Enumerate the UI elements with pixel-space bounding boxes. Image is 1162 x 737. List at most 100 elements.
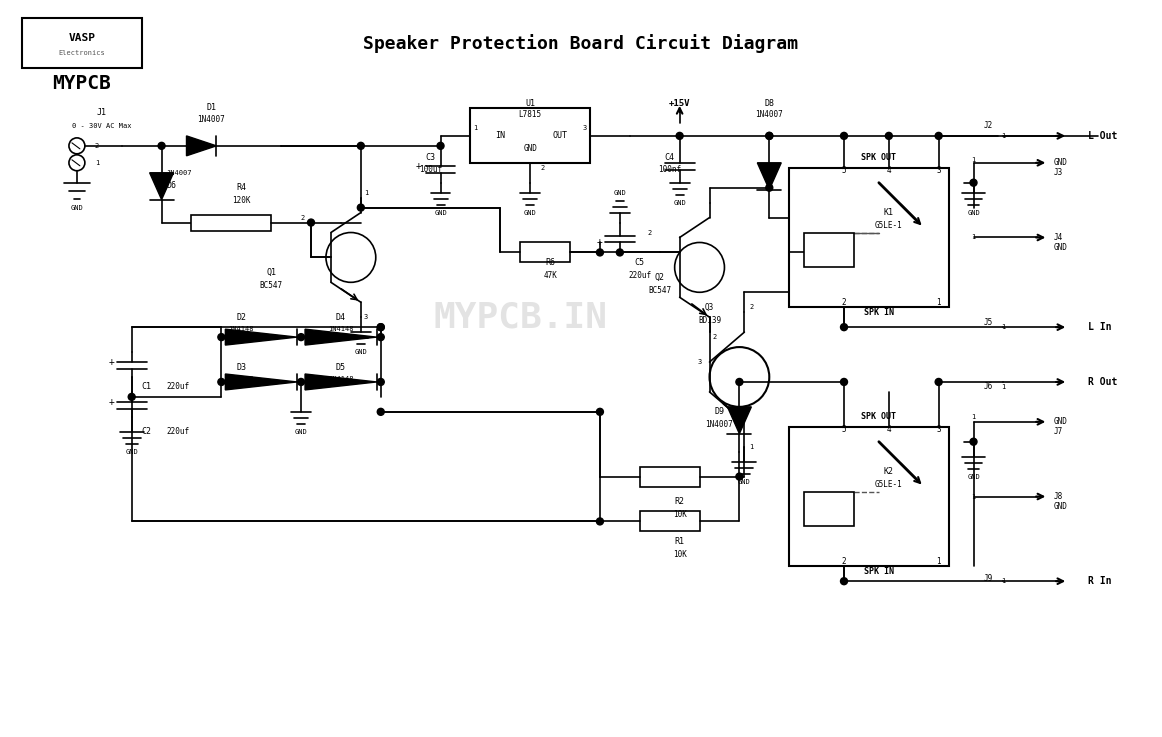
Text: 1: 1 bbox=[971, 157, 976, 163]
Polygon shape bbox=[225, 329, 297, 345]
Text: +: + bbox=[109, 397, 115, 407]
Text: 1: 1 bbox=[1002, 579, 1005, 584]
Circle shape bbox=[378, 379, 385, 385]
Text: 2: 2 bbox=[841, 556, 846, 566]
Text: K2: K2 bbox=[884, 467, 894, 476]
Text: GND: GND bbox=[1053, 417, 1067, 426]
Text: GND: GND bbox=[1053, 502, 1067, 511]
Text: 1: 1 bbox=[1002, 324, 1005, 330]
Circle shape bbox=[217, 379, 225, 385]
Text: 1: 1 bbox=[971, 494, 976, 500]
Text: D9: D9 bbox=[715, 408, 724, 416]
Text: D5: D5 bbox=[336, 363, 346, 371]
Circle shape bbox=[378, 334, 385, 340]
Text: IN: IN bbox=[495, 131, 505, 140]
Text: 5: 5 bbox=[841, 425, 846, 434]
Polygon shape bbox=[727, 407, 752, 434]
Text: 2: 2 bbox=[841, 298, 846, 307]
Text: BD139: BD139 bbox=[698, 315, 722, 325]
Text: BC547: BC547 bbox=[259, 281, 282, 290]
Circle shape bbox=[766, 133, 773, 139]
Circle shape bbox=[840, 324, 847, 331]
Text: SPK OUT: SPK OUT bbox=[861, 412, 896, 422]
Text: L In: L In bbox=[1088, 322, 1112, 332]
Text: GND: GND bbox=[1053, 243, 1067, 252]
Circle shape bbox=[217, 334, 225, 340]
Text: J5: J5 bbox=[984, 318, 994, 326]
Text: D3: D3 bbox=[236, 363, 246, 371]
Text: 2: 2 bbox=[95, 143, 99, 149]
Bar bbox=[640, 467, 700, 486]
Text: 220uf: 220uf bbox=[166, 383, 189, 391]
Polygon shape bbox=[306, 329, 376, 345]
Text: 3: 3 bbox=[583, 125, 587, 131]
Text: G5LE-1: G5LE-1 bbox=[875, 480, 903, 489]
Text: GND: GND bbox=[354, 349, 367, 355]
Circle shape bbox=[970, 439, 977, 445]
Text: 220uf: 220uf bbox=[629, 271, 652, 280]
Text: K1: K1 bbox=[884, 208, 894, 217]
Text: J3: J3 bbox=[1053, 168, 1062, 177]
Polygon shape bbox=[225, 374, 297, 390]
Text: SPK OUT: SPK OUT bbox=[861, 153, 896, 162]
Text: 47K: 47K bbox=[543, 271, 557, 280]
Text: GND: GND bbox=[435, 209, 447, 216]
Text: 2: 2 bbox=[647, 229, 652, 236]
Text: J6: J6 bbox=[984, 383, 994, 391]
Circle shape bbox=[358, 142, 365, 150]
Text: C5: C5 bbox=[634, 258, 645, 267]
Bar bbox=[789, 168, 948, 307]
Text: 4: 4 bbox=[887, 167, 891, 175]
Text: 1N4007: 1N4007 bbox=[755, 111, 783, 119]
Text: D1: D1 bbox=[207, 103, 216, 113]
Circle shape bbox=[378, 324, 385, 331]
Bar bbox=[192, 214, 271, 231]
Text: VASP: VASP bbox=[69, 33, 95, 43]
Text: GND: GND bbox=[295, 429, 308, 435]
Text: Q2: Q2 bbox=[654, 273, 665, 282]
Text: GND: GND bbox=[524, 209, 537, 216]
Text: 220uf: 220uf bbox=[166, 427, 189, 436]
Text: Q3: Q3 bbox=[705, 303, 715, 312]
Circle shape bbox=[128, 394, 135, 400]
Text: 3: 3 bbox=[937, 425, 941, 434]
Text: G5LE-1: G5LE-1 bbox=[875, 221, 903, 230]
Text: Speaker Protection Board Circuit Diagram: Speaker Protection Board Circuit Diagram bbox=[363, 34, 797, 53]
Circle shape bbox=[297, 379, 304, 385]
Text: 1N4007: 1N4007 bbox=[166, 170, 192, 175]
Circle shape bbox=[935, 133, 942, 139]
Text: Q1: Q1 bbox=[266, 268, 277, 277]
Text: 1N4007: 1N4007 bbox=[705, 420, 733, 429]
Text: 1: 1 bbox=[1002, 384, 1005, 390]
Text: R6: R6 bbox=[545, 258, 555, 267]
Text: D6: D6 bbox=[166, 181, 177, 190]
Text: R4: R4 bbox=[236, 184, 246, 192]
Polygon shape bbox=[758, 163, 781, 189]
Circle shape bbox=[766, 184, 773, 191]
Text: 10K: 10K bbox=[673, 550, 687, 559]
Text: GND: GND bbox=[967, 474, 980, 480]
Text: 1: 1 bbox=[364, 189, 368, 195]
Circle shape bbox=[297, 334, 304, 340]
Text: R2: R2 bbox=[675, 497, 684, 506]
Bar bbox=[640, 511, 700, 531]
Circle shape bbox=[358, 204, 365, 211]
Text: GND: GND bbox=[523, 144, 537, 153]
Polygon shape bbox=[186, 136, 216, 156]
Text: 1: 1 bbox=[971, 234, 976, 240]
Circle shape bbox=[437, 142, 444, 150]
Text: L7815: L7815 bbox=[518, 111, 541, 119]
Text: 1: 1 bbox=[971, 413, 976, 420]
Text: Electronics: Electronics bbox=[58, 50, 106, 56]
Text: 1N4007: 1N4007 bbox=[198, 116, 225, 125]
Circle shape bbox=[308, 219, 315, 226]
Circle shape bbox=[840, 379, 847, 385]
Text: GND: GND bbox=[125, 449, 138, 455]
Circle shape bbox=[766, 133, 773, 139]
Text: R In: R In bbox=[1088, 576, 1112, 586]
Text: 0 - 30V AC Max: 0 - 30V AC Max bbox=[72, 123, 131, 129]
Circle shape bbox=[676, 133, 683, 139]
Circle shape bbox=[378, 324, 385, 331]
Polygon shape bbox=[150, 172, 173, 200]
Text: 1N4148: 1N4148 bbox=[229, 326, 254, 332]
